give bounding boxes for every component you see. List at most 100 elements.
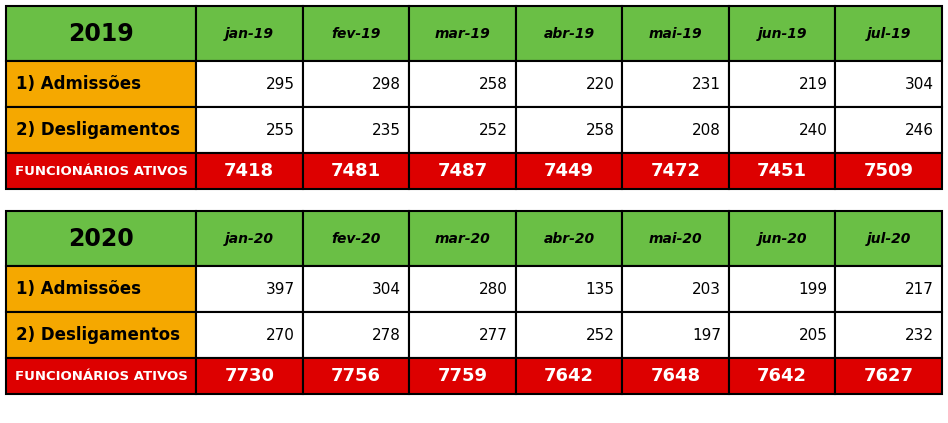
Text: 7642: 7642 bbox=[757, 367, 807, 385]
Text: 2020: 2020 bbox=[68, 226, 134, 250]
Bar bbox=[622, 358, 729, 394]
Bar bbox=[410, 6, 516, 61]
Text: mai-19: mai-19 bbox=[648, 27, 702, 41]
Bar bbox=[835, 107, 942, 153]
Text: 232: 232 bbox=[905, 327, 934, 343]
Text: jul-20: jul-20 bbox=[866, 231, 911, 245]
Bar bbox=[196, 107, 302, 153]
Text: 270: 270 bbox=[265, 327, 295, 343]
Text: 2) Desligamentos: 2) Desligamentos bbox=[16, 121, 180, 139]
Text: fev-19: fev-19 bbox=[331, 27, 380, 41]
Text: 205: 205 bbox=[798, 327, 828, 343]
Text: 258: 258 bbox=[586, 123, 614, 137]
Text: 1) Admissões: 1) Admissões bbox=[16, 75, 141, 93]
Bar bbox=[302, 358, 410, 394]
Bar bbox=[516, 61, 622, 107]
Bar bbox=[410, 211, 516, 266]
Bar bbox=[516, 107, 622, 153]
Text: FUNCIONÁRIOS ATIVOS: FUNCIONÁRIOS ATIVOS bbox=[14, 165, 188, 178]
Bar bbox=[6, 107, 196, 153]
Text: 280: 280 bbox=[479, 281, 508, 297]
Bar bbox=[302, 61, 410, 107]
Bar bbox=[196, 61, 302, 107]
Text: jan-19: jan-19 bbox=[225, 27, 274, 41]
Text: 7418: 7418 bbox=[225, 162, 274, 180]
Bar bbox=[729, 6, 835, 61]
Bar bbox=[6, 6, 196, 61]
Bar bbox=[410, 312, 516, 358]
Bar bbox=[835, 153, 942, 189]
Bar bbox=[410, 358, 516, 394]
Bar bbox=[196, 358, 302, 394]
Text: 240: 240 bbox=[798, 123, 828, 137]
Text: abr-19: abr-19 bbox=[543, 27, 594, 41]
Bar bbox=[729, 266, 835, 312]
Bar bbox=[196, 211, 302, 266]
Text: 7642: 7642 bbox=[544, 367, 594, 385]
Text: 235: 235 bbox=[373, 123, 401, 137]
Bar bbox=[516, 153, 622, 189]
Text: 277: 277 bbox=[479, 327, 508, 343]
Text: 255: 255 bbox=[265, 123, 295, 137]
Text: 203: 203 bbox=[692, 281, 720, 297]
Bar bbox=[302, 266, 410, 312]
Text: 219: 219 bbox=[798, 77, 828, 91]
Bar bbox=[516, 312, 622, 358]
Text: 295: 295 bbox=[265, 77, 295, 91]
Bar bbox=[302, 6, 410, 61]
Text: jan-20: jan-20 bbox=[225, 231, 274, 245]
Bar bbox=[835, 266, 942, 312]
Text: jun-20: jun-20 bbox=[757, 231, 807, 245]
Bar bbox=[729, 312, 835, 358]
Text: jun-19: jun-19 bbox=[757, 27, 807, 41]
Text: 7451: 7451 bbox=[757, 162, 807, 180]
Bar bbox=[516, 211, 622, 266]
Text: 278: 278 bbox=[373, 327, 401, 343]
Text: 7472: 7472 bbox=[650, 162, 701, 180]
Bar bbox=[6, 153, 196, 189]
Text: 197: 197 bbox=[692, 327, 720, 343]
Text: mar-19: mar-19 bbox=[434, 27, 490, 41]
Text: 7449: 7449 bbox=[544, 162, 594, 180]
Text: 7627: 7627 bbox=[864, 367, 914, 385]
Text: 2019: 2019 bbox=[68, 22, 134, 46]
Bar bbox=[410, 153, 516, 189]
Text: 7648: 7648 bbox=[650, 367, 701, 385]
Bar bbox=[729, 107, 835, 153]
Bar bbox=[6, 266, 196, 312]
Bar bbox=[835, 61, 942, 107]
Bar bbox=[835, 6, 942, 61]
Text: FUNCIONÁRIOS ATIVOS: FUNCIONÁRIOS ATIVOS bbox=[14, 370, 188, 382]
Bar bbox=[622, 153, 729, 189]
Text: 258: 258 bbox=[479, 77, 508, 91]
Bar bbox=[196, 6, 302, 61]
Text: jul-19: jul-19 bbox=[866, 27, 911, 41]
Bar bbox=[6, 312, 196, 358]
Text: 220: 220 bbox=[586, 77, 614, 91]
Text: mai-20: mai-20 bbox=[648, 231, 702, 245]
Text: 208: 208 bbox=[692, 123, 720, 137]
Bar bbox=[516, 358, 622, 394]
Bar bbox=[729, 61, 835, 107]
Bar bbox=[622, 61, 729, 107]
Bar bbox=[302, 153, 410, 189]
Text: 2) Desligamentos: 2) Desligamentos bbox=[16, 326, 180, 344]
Text: 252: 252 bbox=[586, 327, 614, 343]
Bar bbox=[6, 358, 196, 394]
Bar bbox=[410, 266, 516, 312]
Text: 298: 298 bbox=[373, 77, 401, 91]
Text: 7759: 7759 bbox=[437, 367, 487, 385]
Bar bbox=[622, 6, 729, 61]
Bar bbox=[622, 211, 729, 266]
Text: 304: 304 bbox=[905, 77, 934, 91]
Bar bbox=[835, 312, 942, 358]
Bar bbox=[196, 312, 302, 358]
Bar bbox=[622, 107, 729, 153]
Text: 7730: 7730 bbox=[225, 367, 274, 385]
Text: 246: 246 bbox=[905, 123, 934, 137]
Bar bbox=[622, 312, 729, 358]
Bar bbox=[516, 266, 622, 312]
Bar bbox=[302, 211, 410, 266]
Text: 7487: 7487 bbox=[437, 162, 487, 180]
Bar bbox=[729, 153, 835, 189]
